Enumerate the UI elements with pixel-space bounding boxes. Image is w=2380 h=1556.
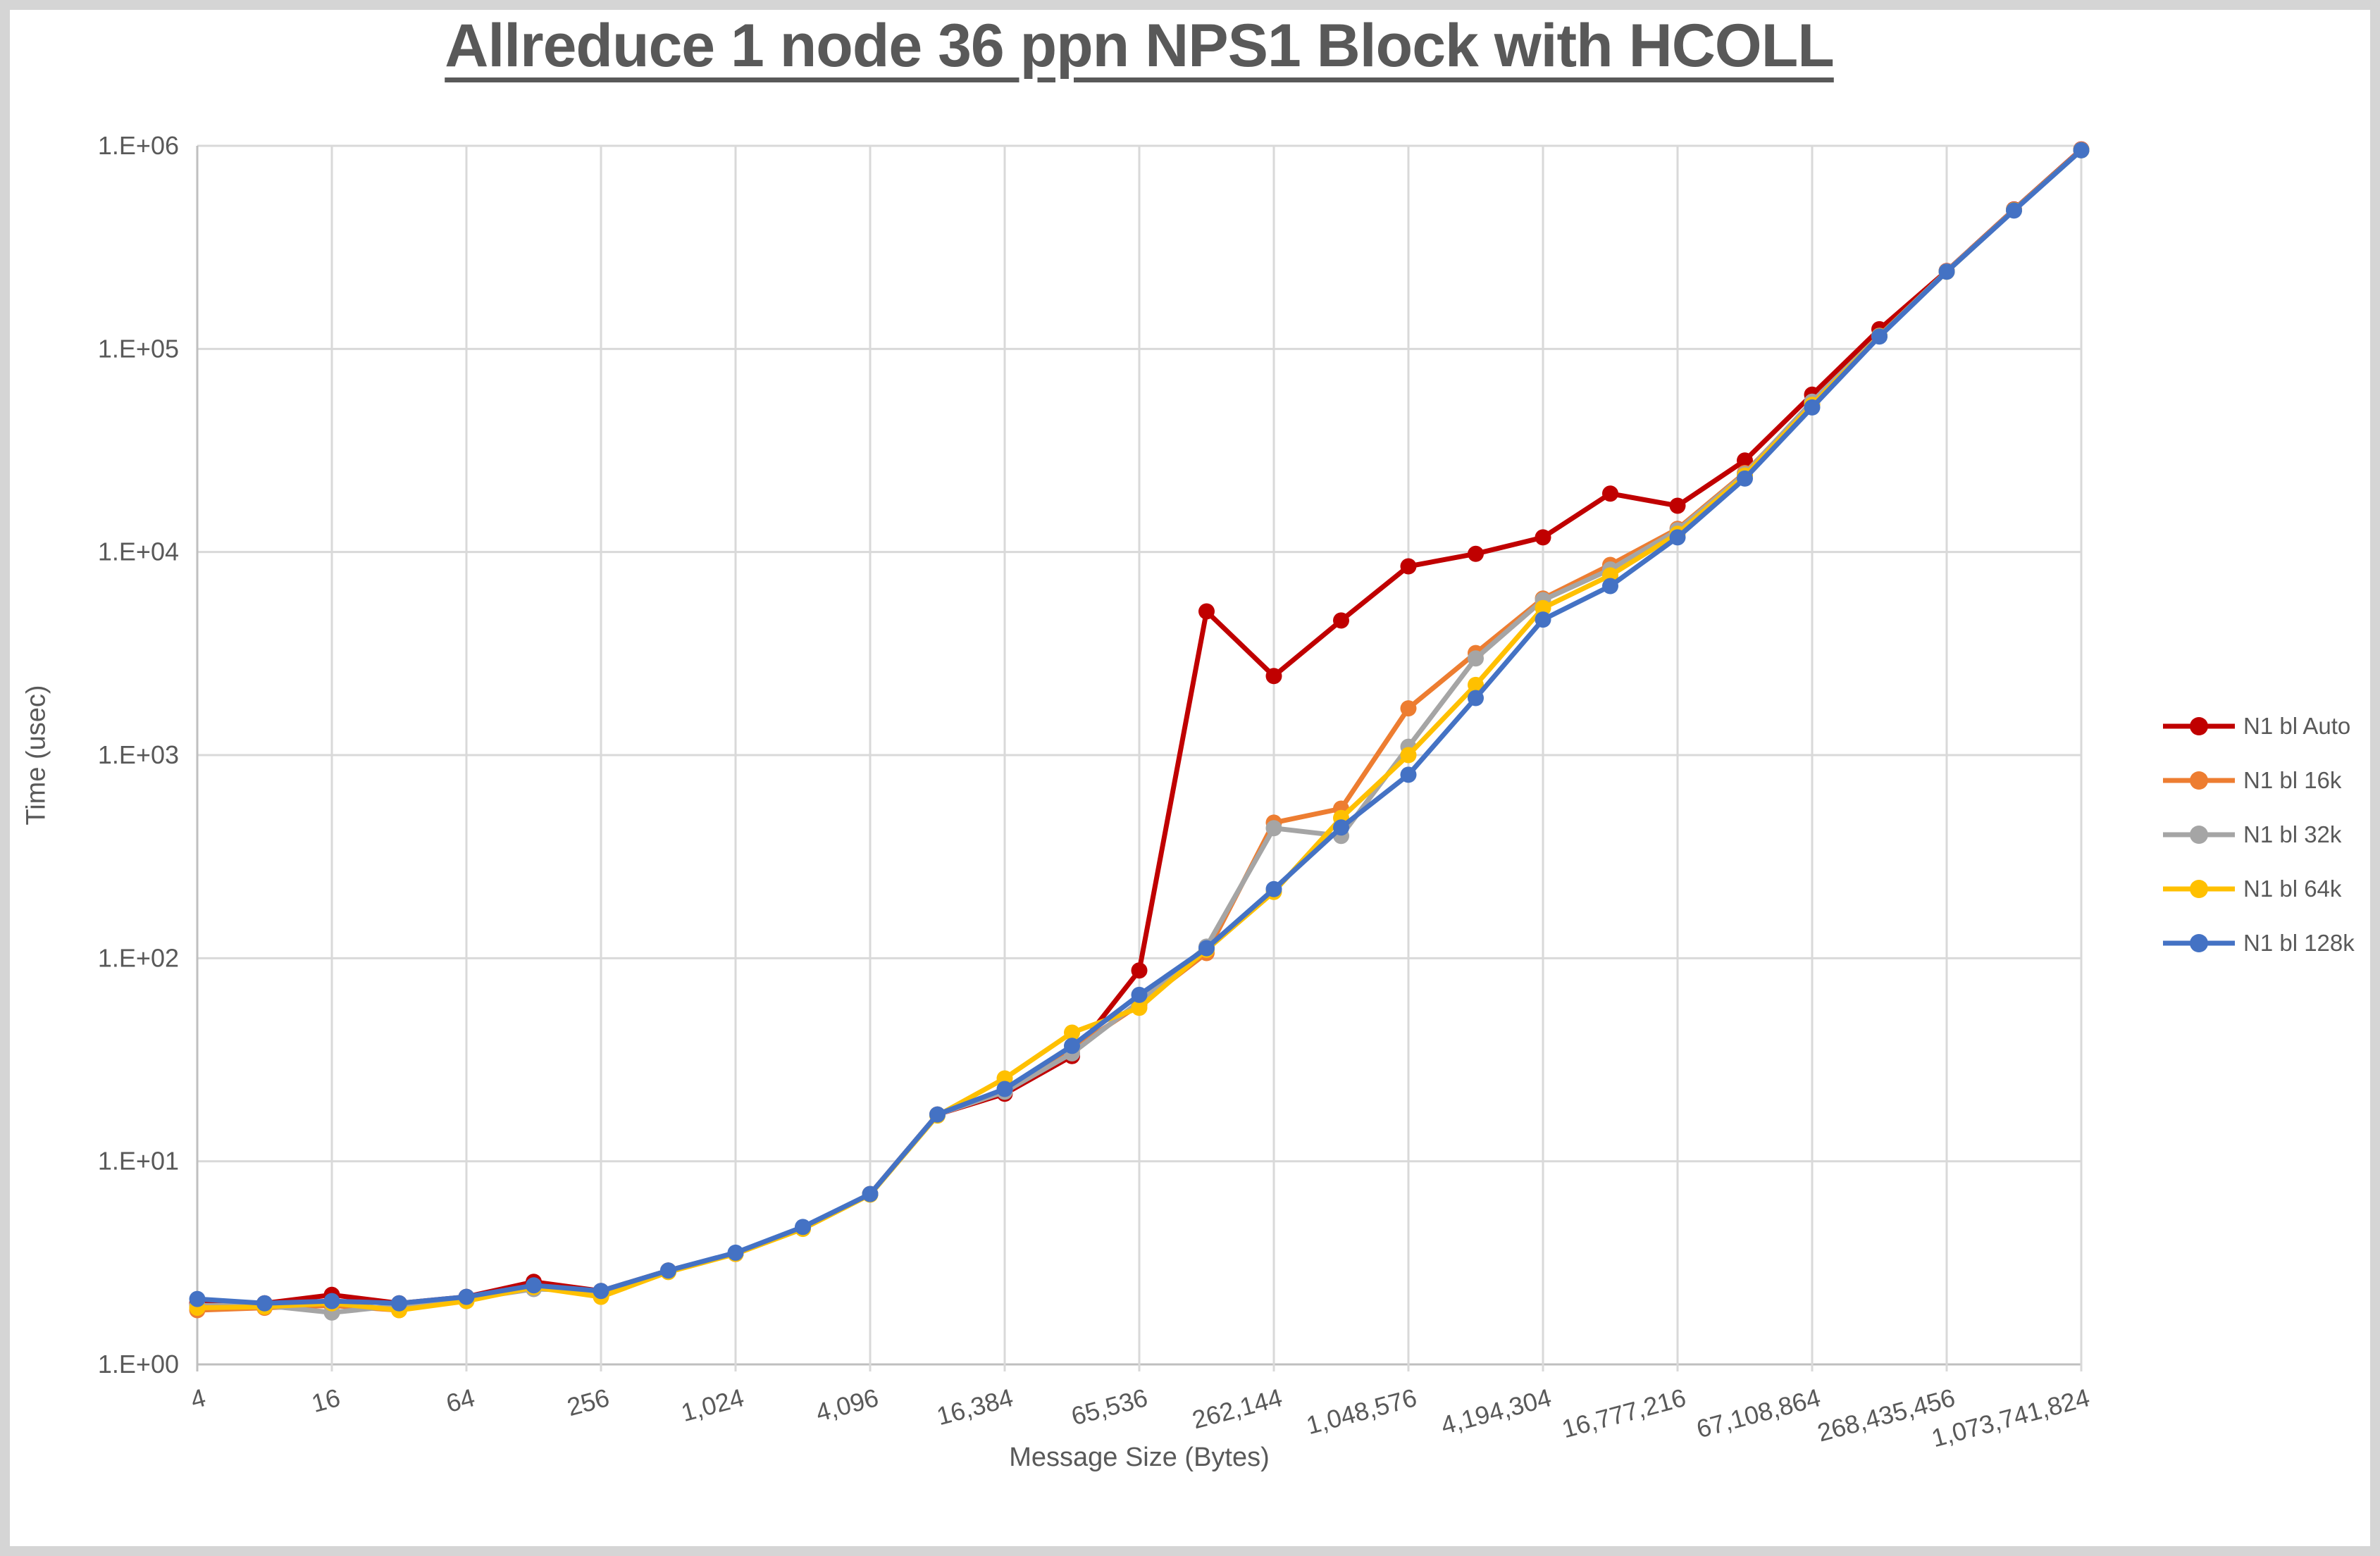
data-point-marker: [1400, 747, 1417, 764]
line-marker-icon: [2163, 716, 2235, 735]
x-tick-label: 4,096: [812, 1383, 881, 1427]
data-point-marker: [2006, 202, 2022, 219]
data-point-marker: [1468, 676, 1484, 693]
x-tick-label: 67,108,864: [1693, 1383, 1823, 1443]
legend-label: N1 bl Auto: [2243, 712, 2351, 739]
data-point-marker: [1131, 962, 1148, 979]
y-axis-title: Time (usec): [21, 685, 51, 826]
x-tick-label: 256: [564, 1383, 612, 1421]
data-point-marker: [2073, 142, 2090, 158]
legend-item-32k: N1 bl 32k: [2162, 807, 2355, 861]
y-tick-label: 1.E+05: [98, 334, 179, 363]
x-tick-label: 4: [187, 1383, 209, 1414]
x-tick-label: 16,384: [934, 1383, 1016, 1431]
legend-label: N1 bl 128k: [2243, 929, 2355, 956]
legend-label: N1 bl 32k: [2243, 821, 2342, 847]
data-point-marker: [1198, 603, 1215, 620]
data-point-marker: [1468, 690, 1484, 707]
data-point-marker: [996, 1081, 1013, 1097]
data-point-marker: [1333, 612, 1349, 629]
x-tick-label: 1,048,576: [1303, 1383, 1420, 1440]
data-point-marker: [1400, 766, 1417, 783]
data-point-marker: [1737, 470, 1753, 487]
data-point-marker: [1400, 700, 1417, 717]
data-point-marker: [1535, 599, 1551, 616]
data-point-marker: [660, 1262, 676, 1279]
legend-dot-icon: [2190, 771, 2208, 790]
x-tick-label: 16,777,216: [1558, 1383, 1689, 1443]
data-point-marker: [1333, 819, 1349, 836]
data-point-marker: [1131, 986, 1148, 1003]
legend-label: N1 bl 16k: [2243, 766, 2342, 793]
data-point-marker: [1265, 820, 1282, 837]
data-point-marker: [1804, 399, 1821, 416]
legend: N1 bl Auto N1 bl 16k N1 bl 32k N1 bl 64k…: [2162, 699, 2355, 970]
data-point-marker: [1535, 611, 1551, 628]
data-point-marker: [1535, 529, 1551, 546]
data-point-marker: [1265, 880, 1282, 897]
data-point-marker: [1871, 328, 1888, 345]
y-tick-label: 1.E+03: [98, 740, 179, 769]
data-point-marker: [189, 1290, 206, 1307]
x-tick-label: 4,194,304: [1438, 1383, 1554, 1440]
chart-title: Allreduce 1 node 36 ppn NPS1 Block with …: [445, 12, 1835, 80]
legend-dot-icon: [2190, 879, 2208, 898]
data-point-marker: [795, 1219, 811, 1236]
x-tick-label: 1,024: [678, 1383, 747, 1427]
data-point-marker: [1265, 668, 1282, 685]
data-point-marker: [727, 1244, 744, 1261]
data-point-marker: [1602, 485, 1618, 502]
y-tick-label: 1.E+06: [98, 131, 179, 160]
x-tick-label: 65,536: [1068, 1383, 1151, 1431]
data-point-marker: [391, 1295, 407, 1312]
y-tick-label: 1.E+04: [98, 537, 179, 566]
data-point-marker: [323, 1293, 340, 1309]
data-point-marker: [593, 1283, 609, 1300]
line-marker-icon: [2163, 825, 2235, 844]
legend-dot-icon: [2190, 825, 2208, 844]
data-point-marker: [1064, 1038, 1080, 1054]
line-marker-icon: [2163, 933, 2235, 952]
line-marker-icon: [2163, 771, 2235, 790]
data-point-marker: [1938, 263, 1955, 280]
x-tick-label: 64: [443, 1383, 478, 1418]
x-tick-label: 262,144: [1189, 1383, 1285, 1434]
data-point-marker: [862, 1185, 879, 1202]
legend-dot-icon: [2190, 716, 2208, 735]
x-axis-title: Message Size (Bytes): [1009, 1443, 1270, 1472]
data-point-marker: [1198, 940, 1215, 957]
data-point-marker: [1602, 578, 1618, 595]
data-point-marker: [1737, 452, 1753, 469]
legend-item-16k: N1 bl 16k: [2162, 753, 2355, 807]
data-point-marker: [458, 1288, 475, 1305]
data-point-marker: [1468, 650, 1484, 667]
y-tick-label: 1.E+02: [98, 943, 179, 972]
legend-dot-icon: [2190, 933, 2208, 952]
data-point-marker: [1468, 545, 1484, 562]
chart-canvas: [10, 10, 2370, 1546]
x-tick-label: 16: [309, 1383, 343, 1418]
legend-item-64k: N1 bl 64k: [2162, 861, 2355, 916]
y-tick-label: 1.E+01: [98, 1147, 179, 1176]
y-tick-label: 1.E+00: [98, 1350, 179, 1378]
data-point-marker: [1064, 1024, 1080, 1041]
data-point-marker: [1131, 1000, 1148, 1016]
data-point-marker: [929, 1106, 946, 1123]
data-point-marker: [256, 1295, 273, 1312]
legend-item-128k: N1 bl 128k: [2162, 916, 2355, 970]
data-point-marker: [1669, 497, 1686, 514]
data-point-marker: [1669, 529, 1686, 546]
data-point-marker: [1400, 558, 1417, 575]
line-marker-icon: [2163, 879, 2235, 898]
legend-item-auto: N1 bl Auto: [2162, 699, 2355, 753]
data-point-marker: [526, 1277, 542, 1294]
legend-label: N1 bl 64k: [2243, 875, 2342, 902]
